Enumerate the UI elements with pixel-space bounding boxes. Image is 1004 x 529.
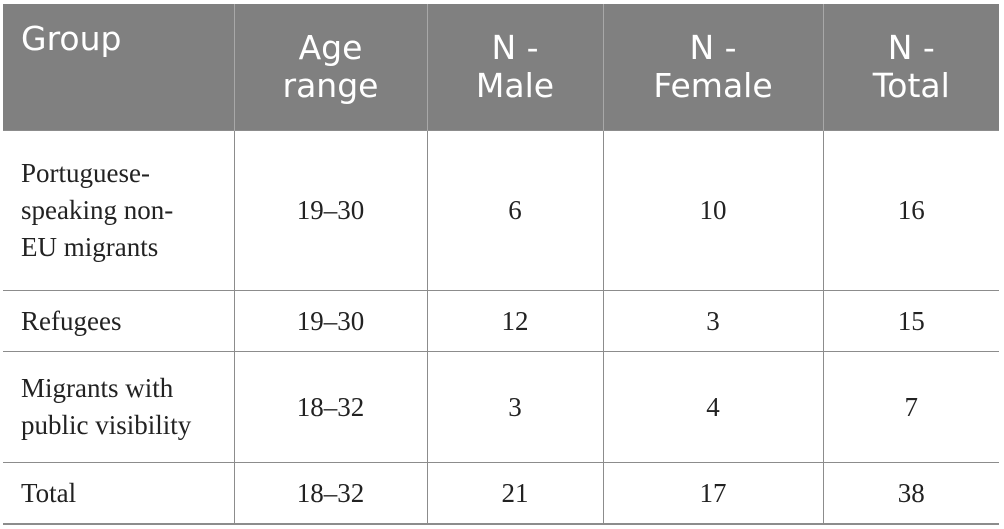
header-age-range-line-2: range — [282, 66, 379, 105]
header-age-range-line-1: Age — [298, 28, 363, 67]
cell-group-line: public visibility — [21, 410, 192, 440]
cell-n-total: 16 — [822, 130, 999, 291]
header-n-female: N - Female — [602, 4, 823, 131]
header-n-male-line-2: Male — [475, 66, 555, 105]
cell-group: Total — [3, 462, 235, 525]
header-n-total: N - Total — [822, 4, 999, 131]
cell-n-total: 15 — [822, 290, 999, 352]
cell-n-total: 7 — [822, 351, 999, 463]
header-row: Group Age range N - Male N - Female N - … — [3, 4, 999, 131]
cell-age-range: 18–32 — [233, 351, 428, 463]
header-n-female-line-1: N - — [689, 28, 737, 67]
cell-n-male: 6 — [426, 130, 604, 291]
cell-n-female: 10 — [602, 130, 824, 291]
table-row: Refugees 19–30 12 3 15 — [3, 290, 999, 352]
cell-age-range: 19–30 — [233, 130, 428, 291]
cell-group: Migrants with public visibility — [3, 351, 235, 463]
cell-group-line: Total — [21, 477, 77, 508]
cell-group-line: speaking non- — [21, 195, 174, 225]
cell-n-male: 21 — [426, 462, 604, 525]
cell-n-male: 12 — [426, 290, 604, 352]
header-group-line-1: Group — [21, 19, 122, 58]
participants-table: Group Age range N - Male N - Female N - … — [3, 4, 999, 525]
table-row-total: Total 18–32 21 17 38 — [3, 462, 999, 525]
cell-n-female: 4 — [602, 351, 824, 463]
cell-n-male: 3 — [426, 351, 604, 463]
header-age-range: Age range — [233, 4, 427, 131]
table-header: Group Age range N - Male N - Female N - … — [3, 4, 999, 131]
header-n-total-line-1: N - — [887, 28, 935, 67]
cell-group-line: Refugees — [21, 305, 122, 336]
header-n-male: N - Male — [426, 4, 603, 131]
table-row: Portuguese- speaking non- EU migrants 19… — [3, 130, 999, 291]
header-n-total-line-2: Total — [872, 66, 950, 105]
table-row: Migrants with public visibility 18–32 3 … — [3, 351, 999, 463]
cell-group-line: Migrants with — [21, 373, 174, 403]
cell-group: Portuguese- speaking non- EU migrants — [3, 130, 235, 291]
cell-n-total: 38 — [822, 462, 999, 525]
header-n-female-line-2: Female — [653, 66, 773, 105]
cell-group-line: Portuguese- — [21, 158, 150, 188]
cell-group-line: EU migrants — [21, 232, 159, 262]
header-group: Group — [3, 4, 234, 131]
cell-n-female: 17 — [602, 462, 824, 525]
table-body: Portuguese- speaking non- EU migrants 19… — [3, 130, 999, 525]
cell-age-range: 18–32 — [233, 462, 428, 525]
cell-group: Refugees — [3, 290, 235, 352]
cell-age-range: 19–30 — [233, 290, 428, 352]
cell-n-female: 3 — [602, 290, 824, 352]
header-n-male-line-1: N - — [491, 28, 539, 67]
